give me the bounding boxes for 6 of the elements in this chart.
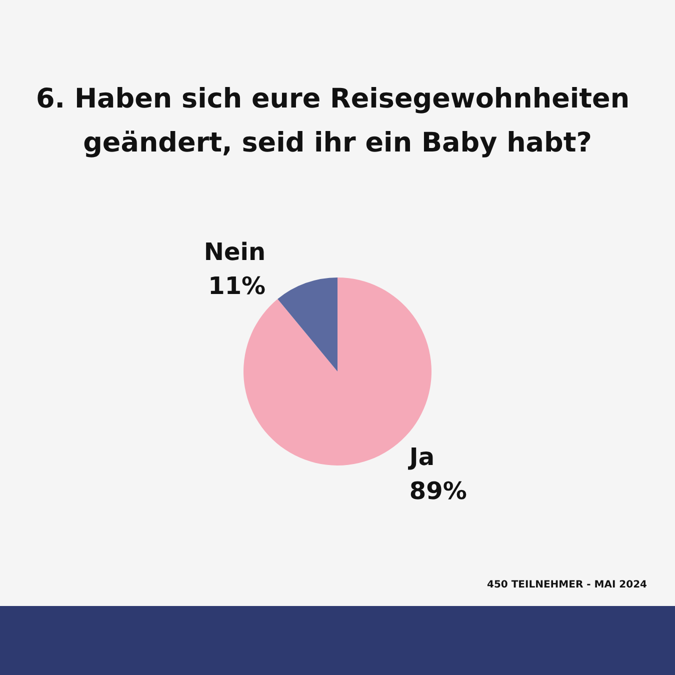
data-label: 11%: [208, 272, 266, 300]
text: 450 TEILNEHMER - MAI 2024: [487, 580, 648, 590]
slice-label: Ja: [407, 443, 435, 472]
slice-label: Nein: [204, 238, 266, 266]
data-label: 89%: [409, 477, 467, 506]
chart-title: 6. Haben sich eure Reisegewohnheiten geändert, seid ihr ein Baby habt?: [36, 84, 639, 158]
